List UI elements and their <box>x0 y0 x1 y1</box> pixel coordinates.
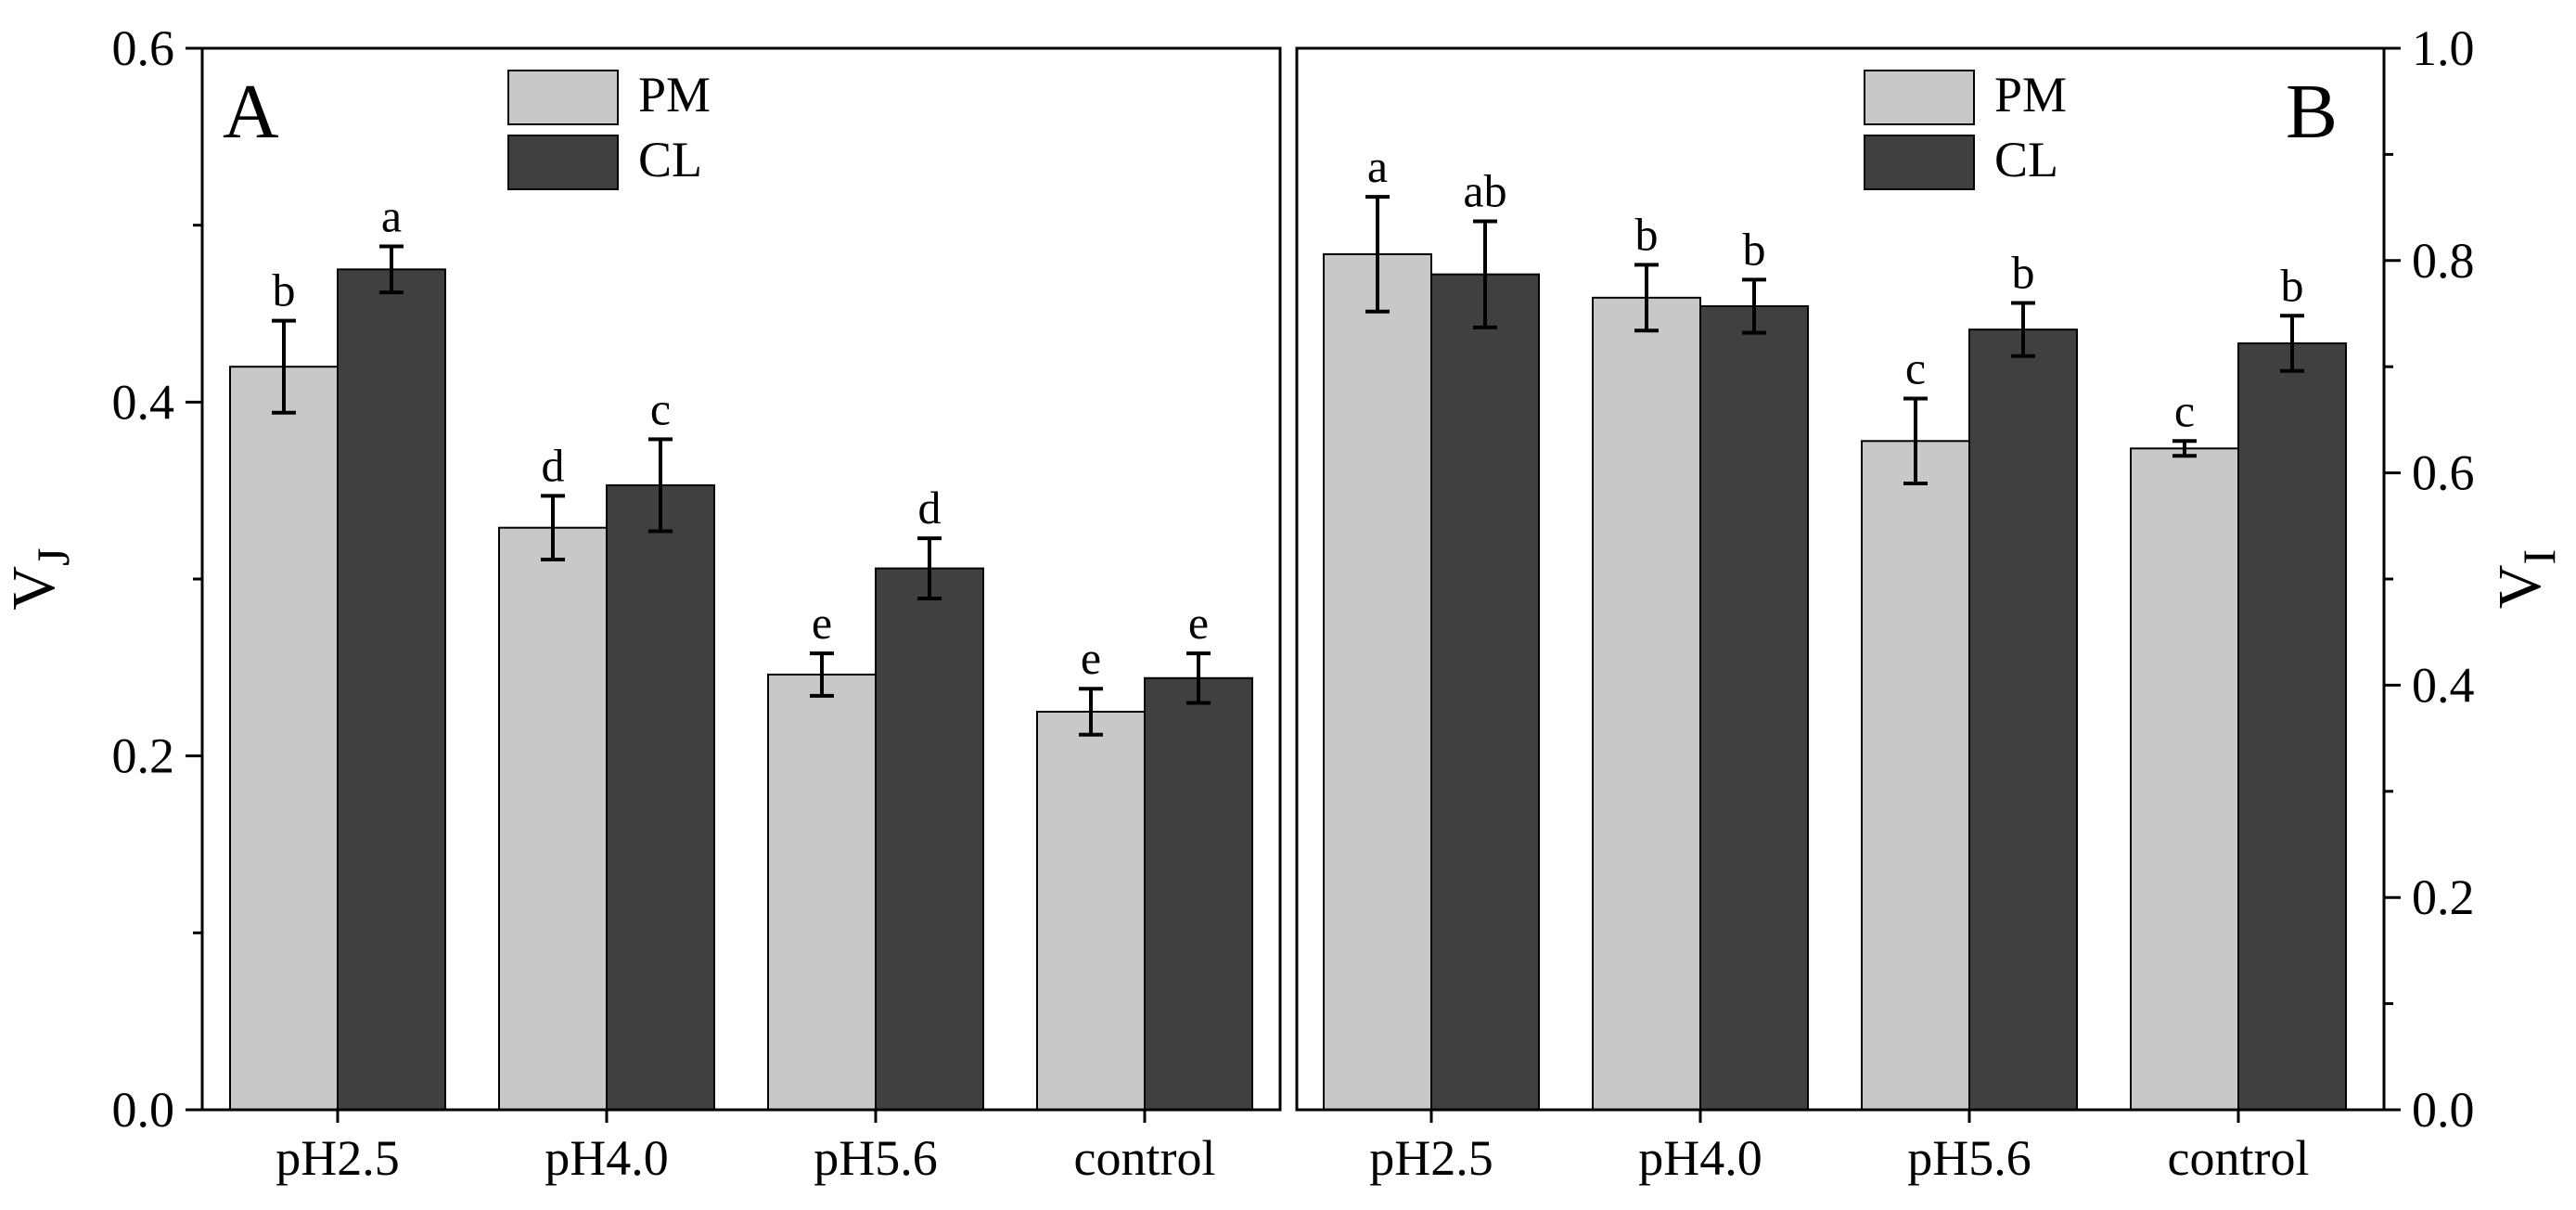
x-tick-label: control <box>2168 1130 2310 1186</box>
y-axis-title: VI <box>2486 549 2565 609</box>
bar-cl-control <box>2237 342 2347 1112</box>
legend-label-pm: PM <box>638 67 711 122</box>
significance-label: c <box>650 382 671 434</box>
y-tick-label: 0.6 <box>2412 445 2475 501</box>
x-tick-label: pH2.5 <box>276 1130 400 1186</box>
y-axis-title-main: V <box>2486 564 2554 609</box>
panel-a: b d e e a c d e 0.0 0.2 0.4 0.6 pH2.5 pH4.0 pH5.6 contr… <box>0 20 1282 1186</box>
significance-label: b <box>1635 208 1659 260</box>
bar-pm-control <box>2130 447 2239 1111</box>
significance-label: b <box>273 264 296 316</box>
bar-cl-ph2-5 <box>1430 273 1540 1111</box>
y-tick-label: 0.2 <box>112 728 175 784</box>
bar-cl-ph5-6 <box>875 567 984 1111</box>
bar-pm-ph2-5 <box>229 366 339 1111</box>
significance-label: b <box>1743 223 1766 275</box>
significance-label: d <box>918 482 942 534</box>
legend-label-cl: CL <box>1994 132 2058 187</box>
significance-label: e <box>1188 597 1209 649</box>
x-tick-label: pH5.6 <box>814 1130 938 1186</box>
significance-label: ab <box>1463 164 1506 216</box>
bar-pm-control <box>1036 711 1146 1111</box>
significance-label: b <box>2281 259 2304 311</box>
x-tick-label: pH2.5 <box>1369 1130 1493 1186</box>
significance-label: d <box>542 439 565 491</box>
legend-swatch-pm <box>507 70 619 125</box>
bar-cl-ph5-6 <box>1968 328 2078 1112</box>
y-axis-title-subscript: J <box>27 547 79 565</box>
significance-label: e <box>812 597 832 649</box>
x-tick-label: pH4.0 <box>545 1130 669 1186</box>
panel-label: B <box>2286 69 2338 155</box>
x-tick-label: pH5.6 <box>1907 1130 2031 1186</box>
bar-pm-ph5-6 <box>1861 440 1970 1111</box>
legend-label-cl: CL <box>638 132 702 187</box>
legend-swatch-cl <box>1864 135 1975 190</box>
y-tick-label: 1.0 <box>2412 20 2475 76</box>
legend-swatch-pm <box>1864 70 1975 125</box>
legend-label-pm: PM <box>1994 67 2067 122</box>
bar-pm-ph2-5 <box>1323 252 1432 1112</box>
y-tick-label: 0.0 <box>2412 1082 2475 1138</box>
significance-label: e <box>1081 632 1101 684</box>
y-tick-label: 0.4 <box>112 374 175 430</box>
x-tick-label: pH4.0 <box>1638 1130 1762 1186</box>
significance-label: a <box>381 190 402 242</box>
bar-cl-ph4-0 <box>606 483 715 1111</box>
bar-cl-control <box>1144 676 1253 1111</box>
significance-label: c <box>1905 342 1926 394</box>
y-tick-label: 0.8 <box>2412 233 2475 289</box>
y-axis-title-main: V <box>0 566 68 611</box>
y-tick-label: 0.2 <box>2412 869 2475 925</box>
y-tick-label: 0.4 <box>2412 657 2475 713</box>
legend-swatch-cl <box>507 135 619 190</box>
significance-label: b <box>2012 247 2035 299</box>
significance-label: c <box>2174 384 2195 436</box>
bar-pm-ph4-0 <box>498 526 608 1111</box>
y-axis-title-subscript: I <box>2513 549 2565 565</box>
panel-label: A <box>223 69 279 155</box>
x-tick-label: control <box>1074 1130 1216 1186</box>
significance-label: a <box>1367 140 1388 192</box>
y-tick-label: 0.6 <box>112 20 175 76</box>
bar-pm-ph4-0 <box>1592 296 1701 1111</box>
bar-cl-ph2-5 <box>337 268 446 1112</box>
bar-cl-ph4-0 <box>1699 304 1809 1111</box>
bar-pm-ph5-6 <box>767 673 877 1112</box>
y-tick-label: 0.0 <box>112 1082 175 1138</box>
y-axis-title: VJ <box>0 547 79 610</box>
